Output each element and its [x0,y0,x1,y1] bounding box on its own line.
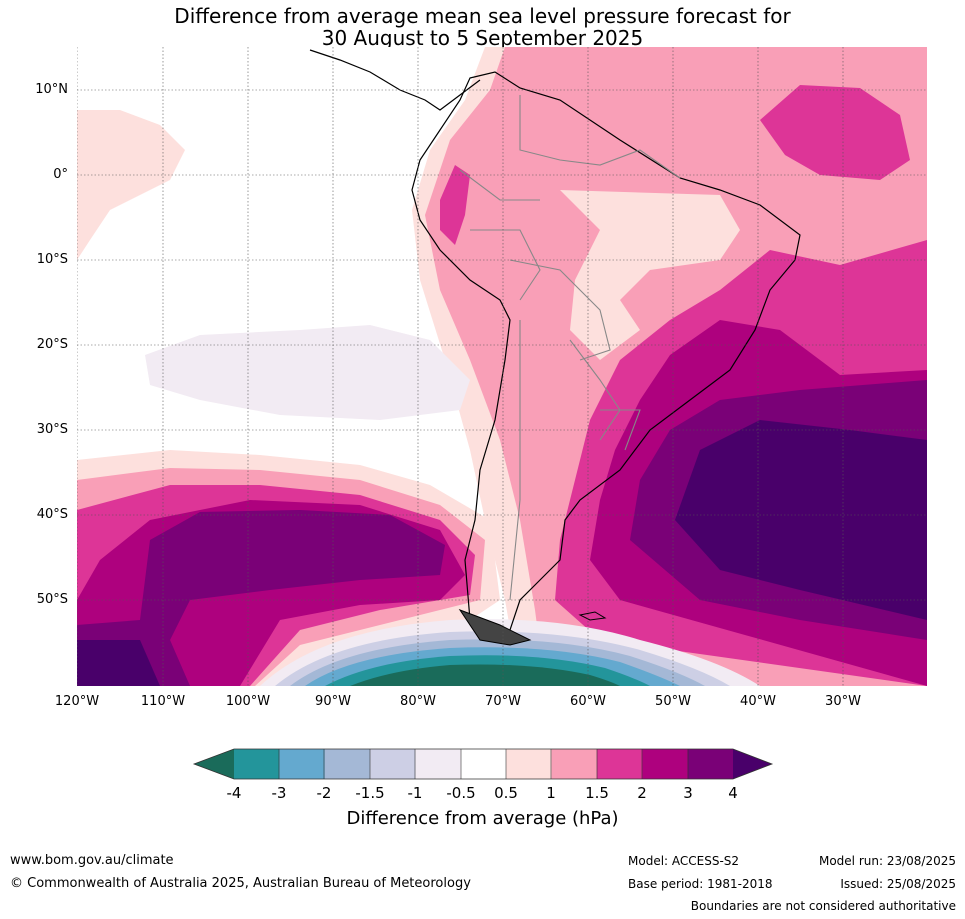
cb-tick-1: 1 [546,784,556,802]
lon-label-110w: 110°W [140,694,186,709]
colorbar-segment [415,749,462,779]
cb-tick-3: 3 [683,784,693,802]
central-america-coastline [309,49,481,111]
colorbar-segment [370,749,416,779]
cb-tick-4: 4 [728,784,738,802]
map-title-line-1: Difference from average mean sea level p… [174,4,791,28]
tierra-del-fuego [458,608,532,646]
cb-tick-1p5: 1.5 [585,784,609,802]
colorbar-segment [596,749,643,779]
lon-label-50w: 50°W [655,694,691,709]
cb-tick-neg0p5: -0.5 [446,784,476,802]
cb-tick-2: 2 [637,784,647,802]
colorbar-extend-high [733,749,772,779]
lon-label-100w: 100°W [225,694,271,709]
footer-copyright: © Commonwealth of Australia 2025, Austra… [10,876,471,891]
lat-label-10s: 10°S [36,252,68,267]
colorbar-dividers [278,749,689,779]
lat-label-0: 0° [53,167,68,182]
lat-label-10n: 10°N [35,82,68,97]
colorbar-segment [687,749,734,779]
lon-label-80w: 80°W [400,694,436,709]
contour-andes-1p5 [440,165,470,245]
colorbar-segment [234,749,280,779]
contour-inland-light [560,190,740,360]
contour-nw-light [77,110,185,260]
falkland-islands [578,611,607,621]
colorbar-segment [506,749,553,779]
lat-label-30s: 30°S [36,422,68,437]
contour-south-3 [77,510,445,686]
colorbar-segments [194,749,772,779]
contour-ring-neg-4 [350,664,620,686]
colorbar-segment [324,749,371,779]
lat-label-40s: 40°S [36,507,68,522]
lon-label-120w: 120°W [54,694,100,709]
footer-model-run: Model run: 23/08/2025 [818,854,956,868]
lon-label-60w: 60°W [570,694,606,709]
cb-tick-0p5: 0.5 [494,784,518,802]
cb-tick-neg4: -4 [226,784,242,802]
map-gridlines [77,47,927,686]
cb-tick-neg1: -1 [407,784,423,802]
colorbar-segment [460,749,507,779]
lat-label-50s: 50°S [36,592,68,607]
country-boundaries [459,95,681,601]
footer-website: www.bom.gov.au/climate [10,853,174,868]
contour-east-4 [675,420,927,620]
footer-disclaimer: Boundaries are not considered authoritat… [690,899,956,913]
colorbar-segment [642,749,689,779]
footer-model: Model: ACCESS-S2 [628,854,740,868]
cb-tick-neg1p5: -1.5 [355,784,385,802]
cb-tick-neg3: -3 [271,784,287,802]
contour-south-4 [77,640,160,686]
colorbar-segment [551,749,598,779]
map-title-line-2: 30 August to 5 September 2025 [321,26,644,50]
contour-pacific-neg [145,325,470,420]
lon-label-40w: 40°W [740,694,776,709]
cb-tick-neg2: -2 [316,784,332,802]
footer-base-period: Base period: 1981-2018 [628,877,773,891]
lon-label-90w: 90°W [315,694,351,709]
lat-label-20s: 20°S [36,337,68,352]
colorbar-extend-low [194,749,234,779]
colorbar-segment [279,749,326,779]
colorbar-outline [192,748,774,780]
footer-issued: Issued: 25/08/2025 [840,877,956,891]
lon-label-70w: 70°W [485,694,521,709]
colorbar-title: Difference from average (hPa) [346,808,619,829]
south-america-coastline [411,71,801,641]
lon-label-30w: 30°W [825,694,861,709]
contour-ne-blob [760,85,910,180]
